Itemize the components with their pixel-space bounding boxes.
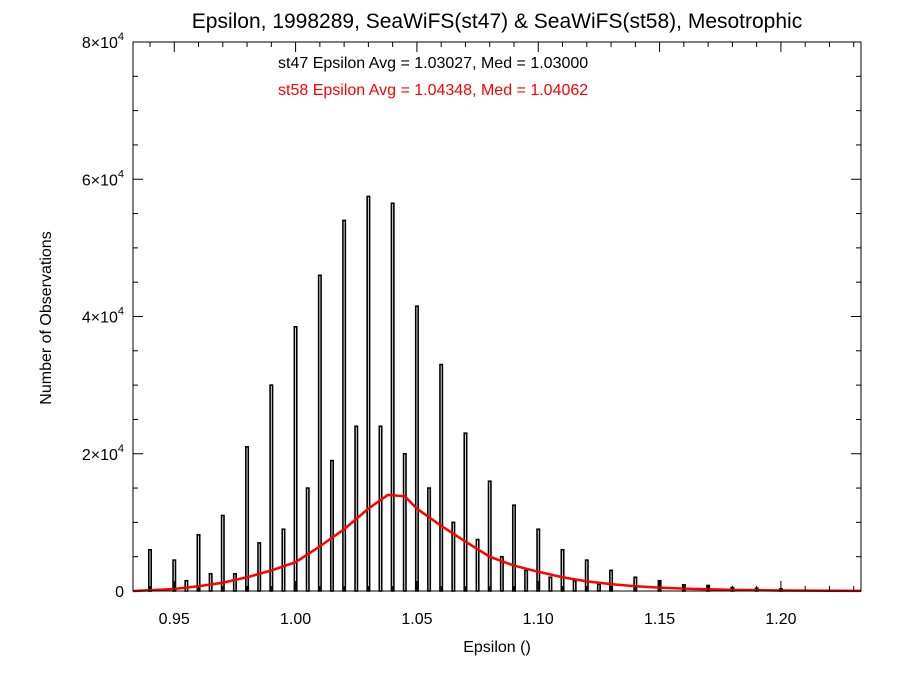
st47-bar-16 xyxy=(354,425,359,592)
x-tick-label-2: 1.05 xyxy=(401,611,432,628)
st58-curve xyxy=(132,493,862,593)
st47-bar-3 xyxy=(196,533,201,592)
st47-bar-6 xyxy=(232,573,237,592)
annotation-st58: st58 Epsilon Avg = 1.04348, Med = 1.0406… xyxy=(278,82,588,99)
st47-bar-10 xyxy=(281,528,286,592)
x-axis-label: Epsilon () xyxy=(463,639,531,656)
x-tick-label-3: 1.10 xyxy=(523,611,554,628)
st47-bar-13 xyxy=(317,274,322,592)
x-tick-label-1: 1.00 xyxy=(280,611,311,628)
y-tick-label-4: 8×104 xyxy=(82,31,124,52)
x-tick-label-0: 0.95 xyxy=(159,611,190,628)
st47-bar-12 xyxy=(305,487,310,592)
axis-ticks: 0.95 1.00 1.05 1.10 1.15 1.20 0 2×104 4×104 6×104… xyxy=(82,31,861,628)
x-tick-label-5: 1.20 xyxy=(765,611,796,628)
st47-bar-20 xyxy=(402,452,407,592)
st47-bar-11 xyxy=(293,325,298,592)
st47-bar-17 xyxy=(366,195,371,592)
st47-bar-4 xyxy=(208,573,213,592)
st47-bar-9 xyxy=(269,384,274,592)
st47-bar-5 xyxy=(220,514,225,592)
st47-bar-15 xyxy=(342,219,347,592)
st47-bar-29 xyxy=(511,504,517,592)
st47-bar-33 xyxy=(560,549,565,592)
st47-bar-19 xyxy=(390,202,395,592)
st47-bar-22 xyxy=(427,487,432,592)
st47-bar-14 xyxy=(329,459,334,592)
st47-bar-34 xyxy=(572,579,577,592)
y-axis-label: Number of Observations xyxy=(38,231,55,404)
st47-bar-30 xyxy=(524,569,529,592)
plot-frame xyxy=(132,41,862,592)
y-tick-label-1: 2×104 xyxy=(82,443,124,464)
st47-bar-23 xyxy=(439,363,444,592)
chart-title: Epsilon, 1998289, SeaWiFS(st47) & SeaWiF… xyxy=(192,10,802,33)
y-tick-label-3: 6×104 xyxy=(82,168,124,189)
st47-bar-0 xyxy=(147,549,153,592)
y-tick-label-2: 4×104 xyxy=(82,306,124,327)
st47-bar-21 xyxy=(414,305,419,592)
st47-bar-25 xyxy=(463,432,468,592)
st47-bar-2 xyxy=(184,579,189,592)
x-tick-label-4: 1.15 xyxy=(644,611,675,628)
y-tick-label-0: 0 xyxy=(115,584,124,601)
st47-bar-8 xyxy=(257,542,262,592)
st47-bar-27 xyxy=(487,480,492,592)
st47-bar-32 xyxy=(548,576,553,592)
st47-bar-36 xyxy=(596,583,601,592)
annotation-st47: st47 Epsilon Avg = 1.03027, Med = 1.0300… xyxy=(278,55,588,72)
st47-bar-7 xyxy=(245,446,250,592)
st47-bar-18 xyxy=(378,425,383,592)
st47-histogram xyxy=(147,195,783,592)
